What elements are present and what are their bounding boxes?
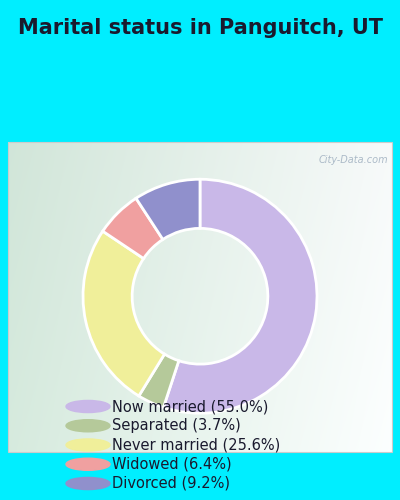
Wedge shape [83,231,164,396]
Circle shape [66,458,110,470]
Wedge shape [103,198,163,258]
Circle shape [66,400,110,412]
Circle shape [66,439,110,451]
Wedge shape [164,180,317,413]
Text: Now married (55.0%): Now married (55.0%) [112,399,268,414]
Wedge shape [136,180,200,240]
Text: Divorced (9.2%): Divorced (9.2%) [112,476,230,491]
Text: Marital status in Panguitch, UT: Marital status in Panguitch, UT [18,18,382,38]
Circle shape [66,478,110,490]
Bar [8,142,392,452]
Wedge shape [139,354,179,408]
Circle shape [66,420,110,432]
Text: Widowed (6.4%): Widowed (6.4%) [112,457,232,472]
Text: Separated (3.7%): Separated (3.7%) [112,418,241,433]
Text: Never married (25.6%): Never married (25.6%) [112,438,280,452]
Text: City-Data.com: City-Data.com [318,155,388,165]
